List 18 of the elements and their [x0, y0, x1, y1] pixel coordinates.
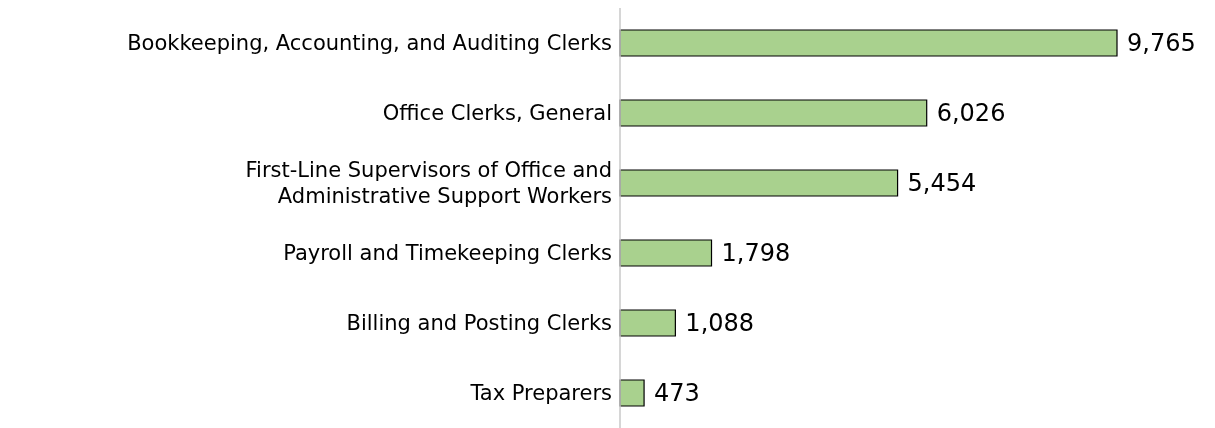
- data-label: 5,454: [907, 169, 977, 197]
- data-label: 1,798: [721, 239, 791, 267]
- y-tick-label: Office Clerks, General: [382, 101, 612, 125]
- y-tick-label: Bookkeeping, Accounting, and Auditing Clerks: [127, 31, 612, 55]
- bar: [619, 169, 899, 197]
- bar: [619, 239, 713, 267]
- bar: [619, 309, 676, 337]
- bar: [619, 99, 928, 127]
- data-label: 1,088: [685, 309, 755, 337]
- y-tick-label: First-Line Supervisors of Office and Administrative Support Workers: [245, 157, 612, 209]
- data-label: 473: [654, 379, 700, 407]
- bar: [619, 379, 645, 407]
- y-tick-label: Billing and Posting Clerks: [346, 311, 612, 335]
- data-label: 6,026: [936, 99, 1006, 127]
- data-label: 9,765: [1127, 29, 1196, 57]
- y-tick-label: Tax Preparers: [469, 381, 612, 405]
- bar: [619, 29, 1118, 57]
- y-tick-label: Payroll and Timekeeping Clerks: [283, 241, 612, 265]
